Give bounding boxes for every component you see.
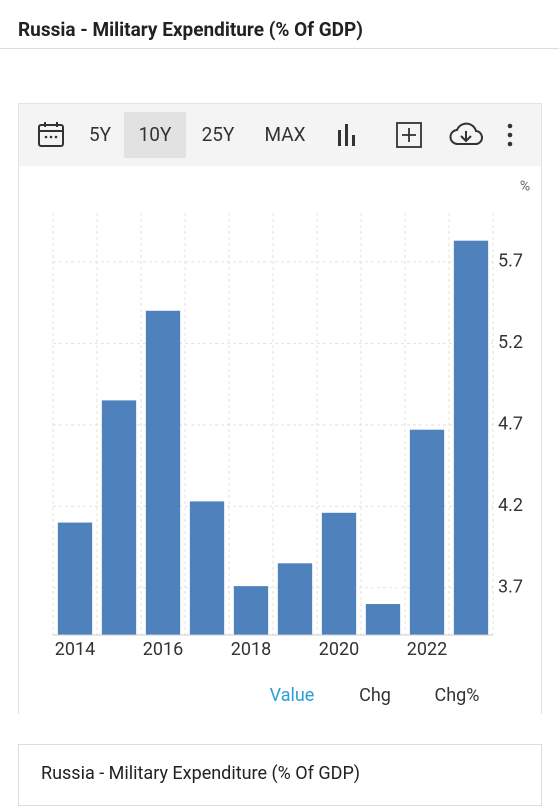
chart-type-icon[interactable] — [335, 122, 359, 148]
tab[interactable]: Chg — [359, 685, 391, 706]
x-tick-label: 2016 — [143, 639, 183, 660]
range-button[interactable]: 5Y — [88, 123, 112, 146]
bar — [189, 501, 225, 635]
range-button[interactable]: 25Y — [201, 123, 235, 146]
toolbar: 5Y 10Y 25Y MAX — [19, 104, 541, 166]
bar — [321, 512, 357, 635]
bar — [409, 429, 445, 635]
tab[interactable]: Chg% — [435, 685, 480, 706]
download-icon[interactable] — [449, 120, 483, 148]
bar — [145, 310, 181, 635]
bar — [101, 400, 137, 635]
bar — [277, 563, 313, 635]
footer-title: Russia - Military Expenditure (% Of GDP) — [41, 763, 361, 784]
page-title: Russia - Military Expenditure (% Of GDP) — [18, 18, 363, 41]
y-tick-label: 3.7 — [498, 576, 523, 597]
more-icon[interactable] — [505, 122, 515, 148]
x-tick-label: 2022 — [407, 639, 447, 660]
header: Russia - Military Expenditure (% Of GDP) — [0, 0, 559, 49]
range-button[interactable]: MAX — [264, 123, 306, 146]
range-button[interactable]: 10Y — [124, 112, 186, 158]
y-tick-label: 5.7 — [498, 251, 523, 272]
x-tick-label: 2014 — [55, 639, 95, 660]
y-tick-label: 4.7 — [498, 414, 523, 435]
chart: % Value Chg Chg% 3.7 4.2 4.7 5.2 5.7 2014 2016… — [52, 179, 530, 706]
x-tick-label: 2018 — [231, 639, 271, 660]
y-tick-label: 5.2 — [498, 332, 523, 353]
bar — [57, 522, 93, 635]
bar — [365, 604, 401, 635]
unit-label: % — [520, 179, 530, 195]
tab[interactable]: Value — [270, 685, 315, 706]
y-tick-label: 4.2 — [498, 495, 523, 516]
calendar-icon[interactable] — [37, 120, 65, 148]
bar — [453, 240, 489, 635]
footer: Russia - Military Expenditure (% Of GDP) — [18, 744, 542, 806]
bar — [233, 586, 269, 635]
compare-icon[interactable] — [396, 122, 422, 148]
x-tick-label: 2020 — [319, 639, 359, 660]
chart-card: 5Y 10Y 25Y MAX — [18, 103, 542, 714]
